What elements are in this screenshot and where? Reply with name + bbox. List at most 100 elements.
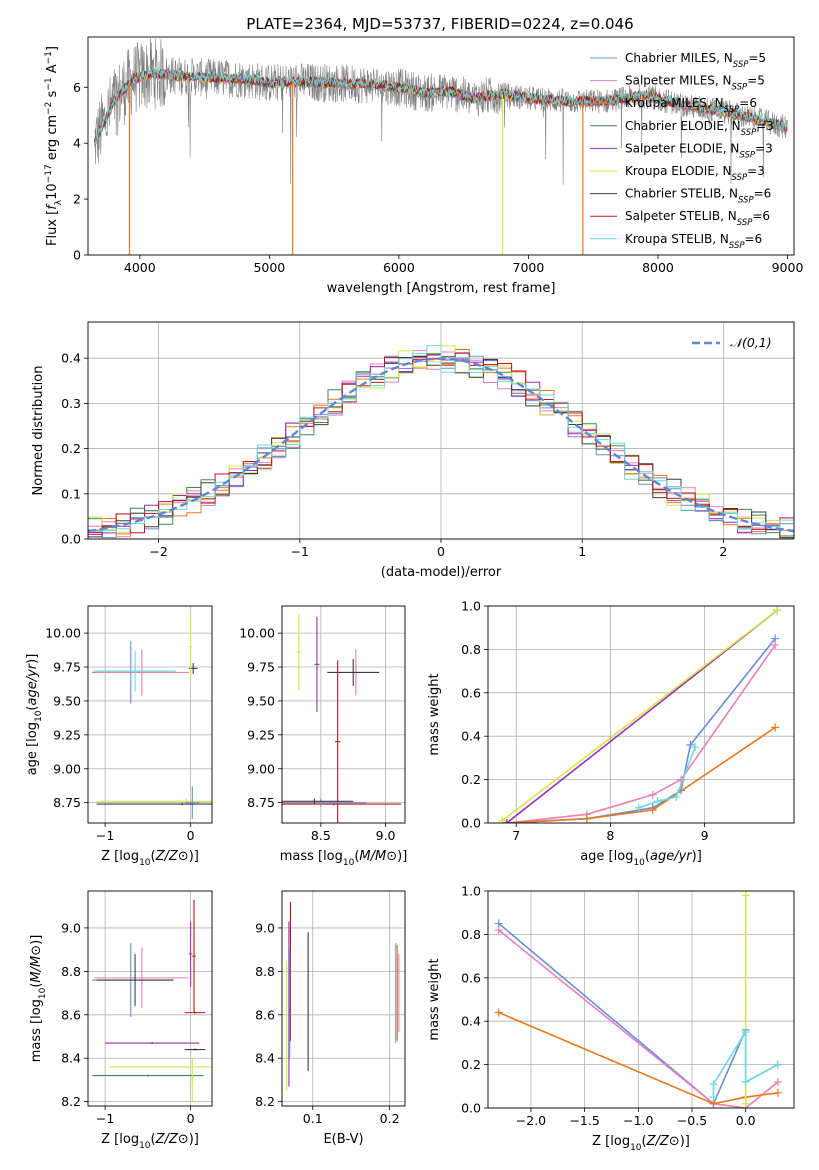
massweight-vs-Z-marker-4-4 [773,1060,782,1069]
legend-label-6: Chabrier STELIB, NSSP=6 [625,187,771,206]
massweight-vs-age-xtick-label-1: 8 [606,828,614,843]
age-vs-Z-ytick-label-2: 9.25 [53,727,81,742]
spectrum-ylabel: Flux [fλ10−17 erg cm−2 s−1 A−1] [44,46,64,246]
spectrum-xtick-label-3: 7000 [513,260,545,275]
spectrum-xlabel: wavelength [Angstrom, rest frame] [327,281,556,296]
spectrum-model-line-8 [94,67,788,145]
normal-legend-label: 𝒩(0,1) [730,335,772,350]
age-vs-mass-ytick-label-5: 10.00 [239,626,275,641]
massweight-vs-age-marker-1-4 [771,641,780,650]
residuals-xlabel: (data-model)/error [381,565,502,580]
massweight-vs-Z-marker-2-0 [494,1008,503,1017]
massweight-vs-Z-marker-4-1 [709,1080,718,1089]
massweight-vs-Z-marker-1-0 [494,926,503,935]
massweight-vs-age-ytick-label-0: 0.0 [461,816,481,831]
massweight-vs-Z-xtick-label-2: −1.0 [623,1113,653,1128]
spectrum-xtick-label-0: 4000 [124,260,156,275]
massweight-vs-Z-frame [487,890,795,1109]
mass-vs-ebv-xlabel: E(B-V) [323,1132,363,1147]
spectrum-ytick-label-3: 6 [73,80,81,95]
massweight-vs-Z-xtick-label-0: −2.0 [516,1113,546,1128]
age-vs-Z-ylabel: age [log10(age/yr)] [25,654,44,776]
massweight-vs-Z-ylabel: mass weight [427,958,442,1040]
massweight-vs-Z-xlabel: Z [log10(Z/Z⊙)] [592,1134,690,1153]
residuals-ylabel: Normed distribution [31,366,46,496]
mass-vs-ebv-ytick-label-3: 8.8 [255,964,275,979]
residuals-ytick-label-1: 0.1 [61,486,81,501]
mass-vs-Z-panel: −1 0 8.2 8.4 8.6 8.8 9.0 Z [log10(Z/Z⊙)] mass [l… [29,890,213,1151]
massweight-vs-Z-marker-4-3 [741,1077,750,1086]
mass-vs-Z-xlabel: Z [log10(Z/Z⊙)] [101,1132,199,1151]
mass-vs-ebv-frame [281,890,406,1107]
massweight-vs-age-panel: 7 8 9 0.0 0.2 0.4 0.6 0.8 1.0 age [log10(age/yr)]… [427,599,795,868]
mass-vs-Z-ylabel: mass [log10(M/M⊙)] [29,935,48,1063]
spectrum-xtick-label-4: 8000 [642,260,674,275]
massweight-vs-age-plot-area [498,606,782,823]
mass-vs-Z-xtick-label-1: 0 [187,1111,195,1126]
legend-label-4: Salpeter ELODIE, NSSP=3 [625,141,773,160]
age-vs-Z-ytick-label-0: 8.75 [53,795,81,810]
massweight-vs-Z-ytick-label-4: 0.8 [461,927,481,942]
legend-label-7: Salpeter STELIB, NSSP=6 [625,209,770,228]
spectrum-xtick-label-5: 9000 [772,260,804,275]
spectrum-data-line [94,38,788,185]
massweight-vs-age-marker-2-3 [771,723,780,732]
mass-vs-ebv-ytick-label-4: 9.0 [255,920,275,935]
mass-vs-ebv-ytick-label-0: 8.2 [255,1094,275,1109]
massweight-vs-age-xlabel: age [log10(age/yr)] [580,849,702,868]
spectrum-frame [87,36,795,256]
massweight-vs-age-marker-0-4 [686,740,695,749]
age-vs-Z-ytick-label-3: 9.50 [53,693,81,708]
massweight-vs-age-marker-3-0 [502,819,511,823]
age-vs-Z-panel: −1 0 8.75 9.00 9.25 9.50 9.75 10.00 Z [log10(Z/Z… [25,605,213,868]
massweight-vs-age-ytick-label-3: 0.6 [461,685,481,700]
massweight-vs-Z-line-2 [498,1011,779,1105]
massweight-vs-Z-marker-4-0 [709,1093,718,1102]
massweight-vs-age-line-4 [501,609,778,822]
mass-vs-ebv-panel: 0.1 0.2 8.2 8.4 8.6 8.8 9.0 E(B-V) [255,890,406,1147]
massweight-vs-age-marker-5-0 [634,803,643,812]
massweight-vs-Z-marker-4-2 [741,1028,750,1037]
legend-label-2: Kroupa MILES, NSSP=6 [625,96,757,115]
normal-reference-curve [88,357,794,533]
spectrum-ytick-label-2: 4 [73,136,81,151]
residuals-xtick-label-1: −1 [291,544,309,559]
age-vs-mass-ytick-label-2: 9.25 [247,727,275,742]
age-vs-Z-xtick-label-1: 0 [187,828,195,843]
age-vs-mass-ytick-label-4: 9.75 [247,660,275,675]
massweight-vs-age-ytick-label-2: 0.4 [461,729,481,744]
spectrum-plot-area [94,38,788,255]
mass-vs-Z-ytick-label-4: 9.0 [61,920,81,935]
massweight-vs-age-line-5 [638,746,696,809]
spectrum-ytick-label-1: 2 [73,192,81,207]
massweight-vs-age-marker-2-1 [582,814,591,823]
age-vs-mass-xtick-label-0: 8.5 [311,828,331,843]
residuals-plot-area [88,345,794,539]
residuals-xtick-label-3: 1 [578,544,586,559]
mass-vs-Z-ytick-label-1: 8.4 [61,1051,81,1066]
legend-label-1: Salpeter MILES, NSSP=5 [625,74,765,93]
residuals-xtick-label-4: 2 [719,544,727,559]
massweight-vs-age-marker-4-0 [498,816,507,823]
massweight-vs-Z-ytick-label-5: 1.0 [461,884,481,899]
legend-label-5: Kroupa ELODIE, NSSP=3 [625,164,765,183]
massweight-vs-Z-ytick-label-2: 0.4 [461,1014,481,1029]
mass-vs-ebv-ytick-label-2: 8.6 [255,1007,275,1022]
massweight-vs-Z-panel: −2.0 −1.5 −1.0 −0.5 0.0 0.0 0.2 0.4 0.6 0.8 1.0 Z [… [427,884,795,1153]
age-vs-Z-xtick-label-0: −1 [96,828,114,843]
massweight-vs-age-ytick-label-5: 1.0 [461,599,481,614]
age-vs-mass-ytick-label-0: 8.75 [247,795,275,810]
mass-vs-ebv-xtick-label-0: 0.1 [303,1111,323,1126]
massweight-vs-Z-xtick-label-4: 0.0 [736,1113,756,1128]
massweight-vs-age-ytick-label-1: 0.2 [461,772,481,787]
age-vs-mass-xlabel: mass [log10(M/M⊙)] [280,849,408,868]
residuals-panel: −2 −1 0 1 2 0.0 0.1 0.2 0.3 0.4 (data-model)/error… [31,321,795,580]
mass-vs-Z-plot-area [92,899,212,1102]
residual-histogram-8 [88,345,794,532]
legend-label-0: Chabrier MILES, NSSP=5 [625,51,766,70]
residuals-ytick-label-0: 0.0 [61,532,81,547]
spectrum-xtick-label-1: 5000 [253,260,285,275]
residuals-ytick-label-2: 0.2 [61,441,81,456]
age-vs-Z-frame [87,605,213,824]
massweight-vs-age-marker-5-3 [691,743,700,752]
